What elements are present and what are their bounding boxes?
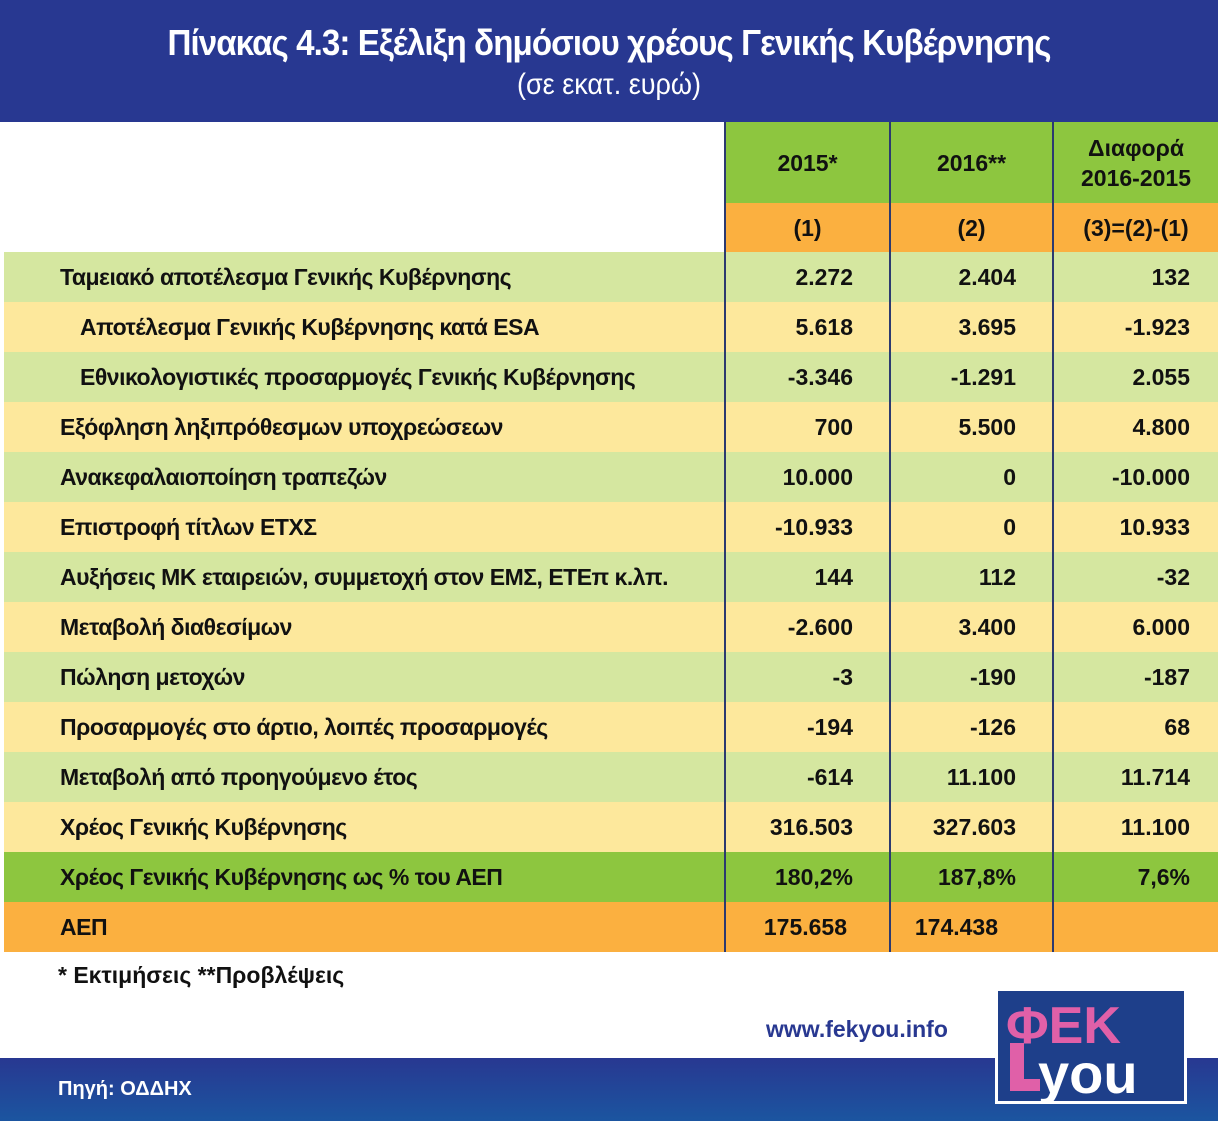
fekyou-logo: ΦΕΚ you bbox=[995, 988, 1187, 1105]
cell-value: 10.933 bbox=[1052, 502, 1218, 552]
cell-value: -10.000 bbox=[1052, 452, 1218, 502]
cell-value: 7,6% bbox=[1052, 852, 1218, 902]
row-label: Χρέος Γενικής Κυβέρνησης bbox=[4, 802, 724, 852]
cell-value: -126 bbox=[889, 702, 1052, 752]
header-banner: Πίνακας 4.3: Εξέλιξη δημόσιου χρέους Γεν… bbox=[0, 0, 1218, 122]
row-label: Μεταβολή από προηγούμενο έτος bbox=[4, 752, 724, 802]
column-header-row: 2015* 2016** Διαφορά 2016-2015 bbox=[4, 122, 1218, 203]
cell-value: 2.055 bbox=[1052, 352, 1218, 402]
cell-value: -187 bbox=[1052, 652, 1218, 702]
row-label: Πώληση μετοχών bbox=[4, 652, 724, 702]
svg-text:ΦΕΚ: ΦΕΚ bbox=[1006, 997, 1121, 1055]
row-label: ΑΕΠ bbox=[4, 902, 724, 952]
table-row: Χρέος Γενικής Κυβέρνησης 316.503 327.603 11… bbox=[4, 802, 1218, 852]
column-code-row: (1) (2) (3)=(2)-(1) bbox=[4, 203, 1218, 252]
table-row: ΑΕΠ 175.658 174.438 bbox=[4, 902, 1218, 952]
column-header-2015: 2015* bbox=[724, 122, 889, 203]
table-row: Αποτέλεσμα Γενικής Κυβέρνησης κατά ESA 5.… bbox=[4, 302, 1218, 352]
cell-value: 2.272 bbox=[724, 252, 889, 302]
column-header-2016: 2016** bbox=[889, 122, 1052, 203]
table-row: Μεταβολή από προηγούμενο έτος -614 11.100 1… bbox=[4, 752, 1218, 802]
cell-value: -614 bbox=[724, 752, 889, 802]
row-label: Εξόφληση ληξιπρόθεσμων υποχρεώσεων bbox=[4, 402, 724, 452]
cell-value: 187,8% bbox=[889, 852, 1052, 902]
table-row: Αυξήσεις ΜΚ εταιρειών, συμμετοχή στον ΕΜ… bbox=[4, 552, 1218, 602]
cell-value: 112 bbox=[889, 552, 1052, 602]
row-label: Ταμειακό αποτέλεσμα Γενικής Κυβέρνησης bbox=[4, 252, 724, 302]
table-row: Εθνικολογιστικές προσαρμογές Γενικής Κυβ… bbox=[4, 352, 1218, 402]
page-title: Πίνακας 4.3: Εξέλιξη δημόσιου χρέους Γεν… bbox=[167, 22, 1051, 63]
cell-value: -2.600 bbox=[724, 602, 889, 652]
cell-value: -3 bbox=[724, 652, 889, 702]
column-code-1: (1) bbox=[724, 203, 889, 252]
cell-value: 11.100 bbox=[889, 752, 1052, 802]
cell-value: 68 bbox=[1052, 702, 1218, 752]
row-label: Αποτέλεσμα Γενικής Κυβέρνησης κατά ESA bbox=[4, 302, 724, 352]
row-label: Αυξήσεις ΜΚ εταιρειών, συμμετοχή στον ΕΜ… bbox=[4, 552, 724, 602]
cell-value: 6.000 bbox=[1052, 602, 1218, 652]
row-label: Χρέος Γενικής Κυβέρνησης ως % του ΑΕΠ bbox=[4, 852, 724, 902]
cell-value: 174.438 bbox=[889, 902, 1052, 952]
table-row: Εξόφληση ληξιπρόθεσμων υποχρεώσεων 700 5.5… bbox=[4, 402, 1218, 452]
cell-value: -1.291 bbox=[889, 352, 1052, 402]
cell-value: -1.923 bbox=[1052, 302, 1218, 352]
cell-value: -10.933 bbox=[724, 502, 889, 552]
cell-value: -3.346 bbox=[724, 352, 889, 402]
column-code-3: (3)=(2)-(1) bbox=[1052, 203, 1218, 252]
cell-value: -194 bbox=[724, 702, 889, 752]
source-text: Πηγή: ΟΔΔΗΧ bbox=[58, 1078, 192, 1100]
cell-value: 316.503 bbox=[724, 802, 889, 852]
cell-value: 2.404 bbox=[889, 252, 1052, 302]
cell-value: -32 bbox=[1052, 552, 1218, 602]
cell-value: 3.695 bbox=[889, 302, 1052, 352]
website-link[interactable]: www.fekyou.info bbox=[766, 1016, 948, 1042]
column-header-diff: Διαφορά 2016-2015 bbox=[1052, 122, 1218, 203]
cell-value: 180,2% bbox=[724, 852, 889, 902]
page-subtitle: (σε εκατ. ευρώ) bbox=[517, 68, 701, 101]
table-row: Ανακεφαλαιοποίηση τραπεζών 10.000 0 -10.000 bbox=[4, 452, 1218, 502]
table-row: Μεταβολή διαθεσίμων -2.600 3.400 6.000 bbox=[4, 602, 1218, 652]
cell-value: 0 bbox=[889, 502, 1052, 552]
row-label: Μεταβολή διαθεσίμων bbox=[4, 602, 724, 652]
row-label: Ανακεφαλαιοποίηση τραπεζών bbox=[4, 452, 724, 502]
row-label: Προσαρμογές στο άρτιο, λοιπές προσαρμογέ… bbox=[4, 702, 724, 752]
table-row: Επιστροφή τίτλων ΕΤΧΣ -10.933 0 10.933 bbox=[4, 502, 1218, 552]
logo-graphic: ΦΕΚ you bbox=[1006, 997, 1138, 1105]
row-label: Επιστροφή τίτλων ΕΤΧΣ bbox=[4, 502, 724, 552]
cell-value: 4.800 bbox=[1052, 402, 1218, 452]
cell-value: 327.603 bbox=[889, 802, 1052, 852]
cell-value: 5.500 bbox=[889, 402, 1052, 452]
table-row: Προσαρμογές στο άρτιο, λοιπές προσαρμογέ… bbox=[4, 702, 1218, 752]
cell-value: 700 bbox=[724, 402, 889, 452]
table-row: Πώληση μετοχών -3 -190 -187 bbox=[4, 652, 1218, 702]
column-code-2: (2) bbox=[889, 203, 1052, 252]
svg-text:you: you bbox=[1038, 1042, 1138, 1101]
footnote: * Εκτιμήσεις **Προβλέψεις bbox=[58, 962, 345, 988]
cell-value bbox=[1052, 902, 1218, 952]
cell-value: 175.658 bbox=[724, 902, 889, 952]
debt-table: 2015* 2016** Διαφορά 2016-2015 (1) (2) (… bbox=[4, 122, 1218, 952]
table-row: Ταμειακό αποτέλεσμα Γενικής Κυβέρνησης 2.… bbox=[4, 252, 1218, 302]
cell-value: 3.400 bbox=[889, 602, 1052, 652]
cell-value: 144 bbox=[724, 552, 889, 602]
cell-value: 132 bbox=[1052, 252, 1218, 302]
cell-value: 10.000 bbox=[724, 452, 889, 502]
cell-value: 5.618 bbox=[724, 302, 889, 352]
cell-value: 11.714 bbox=[1052, 752, 1218, 802]
cell-value: 11.100 bbox=[1052, 802, 1218, 852]
cell-value: -190 bbox=[889, 652, 1052, 702]
row-label: Εθνικολογιστικές προσαρμογές Γενικής Κυβ… bbox=[4, 352, 724, 402]
table-row: Χρέος Γενικής Κυβέρνησης ως % του ΑΕΠ 180… bbox=[4, 852, 1218, 902]
cell-value: 0 bbox=[889, 452, 1052, 502]
